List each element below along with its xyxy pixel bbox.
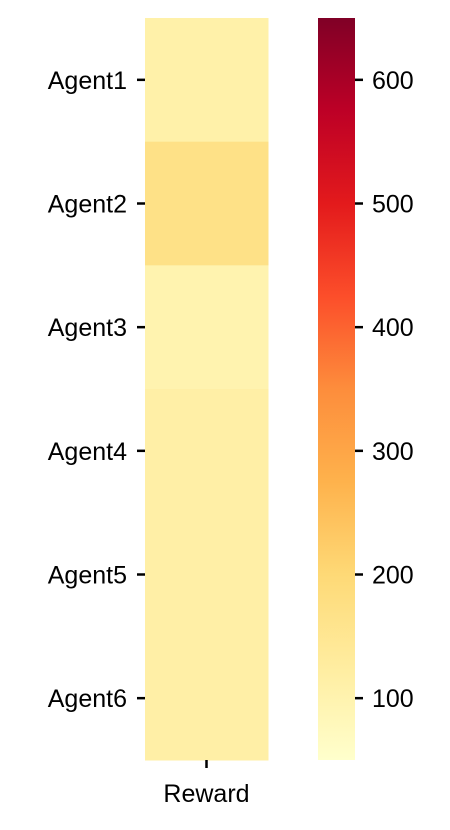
- heatmap-cell-agent1: [145, 18, 269, 143]
- colorbar-tick-label-100: 100: [372, 685, 414, 713]
- row-label-agent1: Agent1: [48, 67, 127, 95]
- heatmap-cell-agent2: [145, 141, 269, 266]
- colorbar-tick-label-300: 300: [372, 438, 414, 466]
- heatmap-cell-agent4: [145, 389, 269, 514]
- colorbar-tick-label-500: 500: [372, 191, 414, 219]
- column-label-reward: Reward: [163, 780, 249, 808]
- heatmap-cell-agent3: [145, 265, 269, 390]
- row-label-agent5: Agent5: [48, 562, 127, 590]
- row-label-agent4: Agent4: [48, 438, 127, 466]
- heatmap-cell-agent6: [145, 636, 269, 761]
- row-label-agent6: Agent6: [48, 685, 127, 713]
- row-label-agent2: Agent2: [48, 191, 127, 219]
- colorbar-tick-label-200: 200: [372, 562, 414, 590]
- row-labels: Agent1 Agent2 Agent3 Agent4 Agent5 Agent6: [48, 67, 145, 713]
- colorbar-ticks: 100 200 300 400 500 600: [355, 67, 414, 713]
- colorbar-tick-label-600: 600: [372, 67, 414, 95]
- row-label-agent3: Agent3: [48, 314, 127, 342]
- colorbar: [318, 18, 355, 760]
- heatmap-cell-agent5: [145, 512, 269, 637]
- heatmap-cells: [145, 18, 269, 761]
- column-labels: Reward: [163, 760, 250, 808]
- colorbar-tick-label-400: 400: [372, 314, 414, 342]
